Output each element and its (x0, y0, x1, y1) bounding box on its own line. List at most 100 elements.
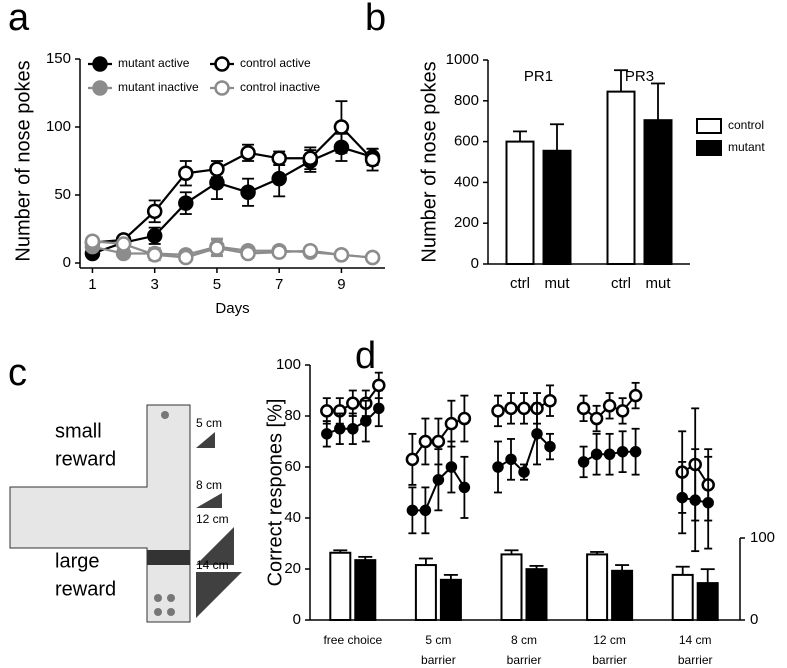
marker (405, 452, 420, 467)
y-tick-label: 0 (63, 254, 71, 271)
marker (334, 423, 346, 435)
pellet (167, 594, 175, 602)
ramp (196, 572, 242, 618)
marker (603, 448, 616, 460)
marker (406, 504, 419, 517)
bar (696, 582, 719, 621)
marker (321, 428, 333, 440)
marker (84, 233, 101, 249)
category-label: PR1 (524, 68, 553, 85)
x-tick-label: free choice (323, 633, 382, 647)
marker (629, 445, 642, 458)
marker (373, 402, 385, 415)
y-tick-label: 200 (454, 214, 479, 231)
legend-label: control active (240, 56, 311, 70)
marker (602, 399, 617, 413)
x-tick-label: 9 (337, 276, 345, 293)
y-tick-label: 50 (54, 186, 71, 203)
series-line (92, 125, 374, 244)
zone-label: large (55, 550, 99, 572)
marker (444, 416, 459, 431)
y-tick-label: 600 (454, 133, 479, 150)
x-tick-label: 1 (88, 276, 96, 293)
ramp (196, 432, 215, 448)
x-tick-label: barrier (678, 653, 713, 667)
x-tick-label: barrier (421, 653, 456, 667)
marker (418, 434, 433, 449)
bar (606, 90, 636, 266)
x-tick-label: 8 cm (511, 633, 537, 647)
legend-swatch (696, 140, 722, 156)
bar (439, 578, 462, 622)
barrier-label: 8 cm (196, 478, 222, 492)
category-label: PR3 (625, 68, 654, 85)
y2-tick-label: 0 (750, 611, 758, 628)
y-tick-label: 80 (284, 407, 301, 424)
bar (542, 149, 572, 265)
legend-label: mutant inactive (118, 80, 199, 94)
y-tick-label: 100 (276, 356, 301, 373)
y-tick-label: 40 (284, 509, 301, 526)
legend-label: mutant active (118, 56, 190, 70)
panel-label: c (8, 352, 27, 394)
marker (544, 440, 556, 453)
marker (492, 461, 504, 473)
marker (364, 151, 381, 168)
y-tick-label: 20 (284, 560, 301, 577)
marker (676, 491, 688, 504)
bar (329, 551, 352, 622)
maze (9, 404, 191, 623)
y-tick-label: 0 (471, 255, 479, 272)
legend-label: control (728, 118, 764, 132)
bar (671, 573, 694, 622)
maze-diagram: small reward large reward 5 cm 8 cm 12 c… (9, 404, 242, 623)
x-axis-label: Days (215, 300, 249, 317)
x-tick-label: 5 cm (425, 633, 451, 647)
y-tick-label: 60 (284, 458, 301, 475)
x-tick-label: 3 (151, 276, 159, 293)
y-axis-label: Number of nose pokes (12, 60, 34, 261)
marker (458, 481, 471, 494)
marker (431, 434, 446, 449)
marker (209, 240, 225, 256)
marker (271, 150, 287, 167)
marker (576, 401, 591, 416)
marker (531, 428, 543, 440)
marker (271, 244, 287, 260)
marker (372, 378, 386, 393)
marker (616, 445, 629, 458)
marker (240, 184, 256, 201)
y-tick-label: 1000 (446, 51, 479, 68)
marker (445, 461, 458, 473)
bar (500, 553, 523, 622)
marker (517, 401, 531, 416)
marker (590, 448, 603, 460)
marker (689, 494, 701, 506)
x-tick-label: barrier (592, 653, 627, 667)
y-axis-label: Number of nose pokes (418, 61, 440, 262)
marker (347, 423, 359, 435)
bar (414, 564, 437, 621)
marker (589, 411, 604, 426)
x-tick-label: ctrl (611, 275, 631, 292)
x-tick-label: ctrl (510, 275, 530, 292)
marker (115, 236, 132, 252)
marker (457, 411, 472, 426)
marker (505, 453, 517, 466)
bar (643, 119, 673, 266)
y-tick-label: 150 (46, 50, 71, 67)
marker (615, 404, 630, 418)
x-tick-label: 5 (213, 276, 221, 293)
zone-label: reward (55, 448, 116, 470)
marker (214, 80, 230, 96)
marker (146, 228, 163, 244)
marker (214, 56, 230, 72)
bar (525, 568, 548, 621)
legend-swatch (696, 118, 722, 134)
marker (577, 456, 590, 468)
y-tick-label: 100 (46, 118, 71, 135)
y-tick-label: 0 (293, 611, 301, 628)
bar (354, 559, 377, 622)
legend-label: mutant (728, 140, 765, 154)
